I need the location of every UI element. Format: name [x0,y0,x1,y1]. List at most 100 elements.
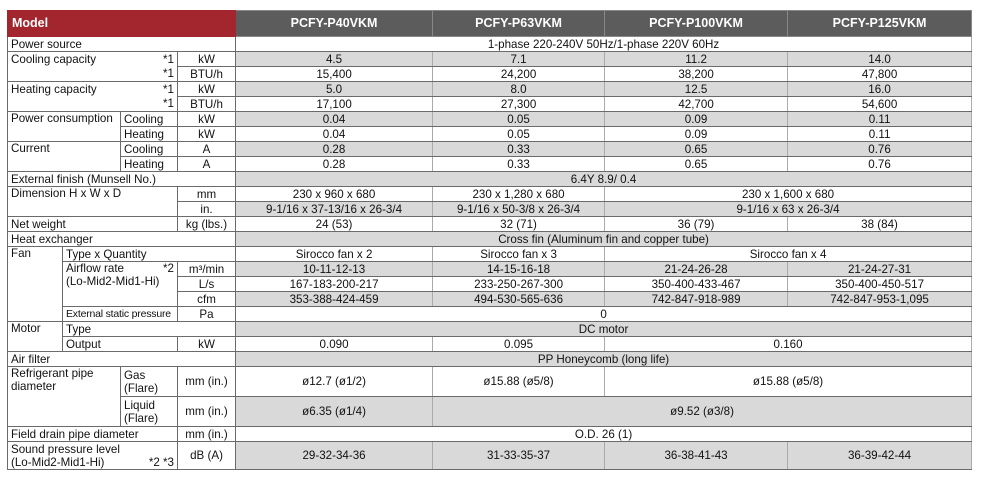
label: Sound pressure level (Lo-Mid2-Mid1-Hi) *2 … [7,441,178,470]
row-refrigerant-gas: Refrigerant pipe diameter Gas (Flare) mm… [7,366,973,427]
value: 36-38-41-43 [604,441,789,470]
value: 14.0 [787,51,973,67]
unit: cfm [176,291,237,307]
value: 5.0 [235,81,434,97]
row-current-heating: Heating A 0.28 0.33 0.65 0.76 [8,156,973,172]
unit: m³/min [176,261,237,277]
row-heating-btu: *1 BTU/h 17,100 27,300 42,700 54,600 [7,96,973,112]
row-power-cooling: Power consumption Cooling kW 0.04 0.05 0… [7,111,973,142]
label: Air filter [6,351,237,367]
row-net-weight: Net weight kg (lbs.) 24 (53) 32 (71) 36 … [7,216,973,232]
row-dimension-in: in. 9-1/16 x 37-13/16 x 26-3/4 9-1/16 x … [8,201,973,217]
value: 0.76 [787,156,973,172]
value: 230 x 1,280 x 680 [432,186,606,202]
value: ø15.88 (ø5/8) [432,366,606,397]
row-dimension-mm: Dimension H x W x D mm 230 x 960 x 680 2… [7,186,973,217]
value: 0.160 [604,336,973,352]
value: 350-400-433-467 [604,276,789,292]
spec-table: Model PCFY-P40VKM PCFY-P63VKM PCFY-P100V… [6,10,973,470]
value: 0.09 [604,111,789,127]
label: Heat exchanger [6,231,237,247]
unit: kW [176,126,237,142]
value: ø15.88 (ø5/8) [604,366,973,397]
value: 47,800 [787,66,973,82]
label: Motor [7,321,63,352]
row-external-finish: External finish (Munsell No.) 6.4Y 8.9/ … [6,171,973,187]
unit: kW [176,336,237,352]
row-power-source: Power source 1-phase 220-240V 50Hz/1-pha… [6,36,973,52]
unit: mm (in.) [176,396,237,427]
sublabel: Heating [120,126,178,142]
value: 1-phase 220-240V 50Hz/1-phase 220V 60Hz [235,36,973,52]
unit: mm (in.) [176,426,237,442]
row-airflow-cfm: cfm 353-388-424-459 494-530-565-636 742-… [8,291,973,307]
value: 350-400-450-517 [787,276,973,292]
value: O.D. 26 (1) [235,426,973,442]
value: 0.04 [235,111,434,127]
label: Power consumption [7,111,121,142]
value: 0.28 [235,156,434,172]
value: 16.0 [787,81,973,97]
sublabel: Gas (Flare) [120,366,178,397]
value: 0.28 [235,141,434,157]
value: 36 (79) [604,216,789,232]
label: Field drain pipe diameter [7,426,178,442]
value: 167-183-200-217 [235,276,434,292]
unit: L/s [176,276,237,292]
row-current-cooling: Current Cooling A 0.28 0.33 0.65 0.76 [7,141,973,172]
row-motor-output: Output kW 0.090 0.095 0.160 [8,336,973,352]
value: Sirocco fan x 2 [235,246,434,262]
value: 742-847-953-1,095 [787,291,973,307]
value: 4.5 [235,51,434,67]
sublabel: Liquid (Flare) [120,396,178,427]
label: Refrigerant pipe diameter [7,366,121,427]
sublabel: Cooling [120,141,178,157]
row-fan-type: Fan Type x Quantity Sirocco fan x 2 Siro… [7,246,973,322]
model-label: Model [6,10,237,37]
value: 0.09 [604,126,789,142]
value: 233-250-267-300 [432,276,606,292]
value: 0.090 [235,336,434,352]
label: Current [7,141,121,172]
label: Fan [7,246,63,322]
value: Sirocco fan x 4 [604,246,973,262]
row-airflow-m3: Airflow rate *2 (Lo-Mid2-Mid1-Hi) m³/min 1… [8,261,973,307]
value: 42,700 [604,96,789,112]
value: 36-39-42-44 [787,441,973,470]
unit: kg (lbs.) [176,216,237,232]
label: Net weight [7,216,178,232]
value: 24,200 [432,66,606,82]
value: 24 (53) [235,216,434,232]
row-power-heating: Heating kW 0.04 0.05 0.09 0.11 [8,126,973,142]
sublabel: Type [61,321,237,337]
sublabel: Heating [120,156,178,172]
value: 15,400 [235,66,434,82]
value: 32 (71) [432,216,606,232]
model-header: PCFY-P63VKM [432,10,606,37]
value: ø6.35 (ø1/4) [235,396,434,427]
row-cooling-kw: Cooling capacity *1 kW 4.5 7.1 11.2 14.0 [7,51,973,67]
row-cooling-btu: *1 BTU/h 15,400 24,200 38,200 47,800 [7,66,973,82]
label: Dimension H x W x D [7,186,178,217]
value: DC motor [235,321,973,337]
note: *1 [7,96,178,112]
row-drain: Field drain pipe diameter mm (in.) O.D. … [7,426,973,442]
value: ø12.7 (ø1/2) [235,366,434,397]
row-heating-kw: Heating capacity *1 kW 5.0 8.0 12.5 16.0 [7,81,973,97]
unit: dB (A) [176,441,237,470]
value: 54,600 [787,96,973,112]
unit: mm (in.) [176,366,237,397]
unit: BTU/h [176,66,237,82]
value: 38 (84) [787,216,973,232]
row-air-filter: Air filter PP Honeycomb (long life) [6,351,973,367]
value: 0.05 [432,126,606,142]
unit: BTU/h [176,96,237,112]
value: 0.33 [432,141,606,157]
row-heat-exchanger: Heat exchanger Cross fin (Aluminum fin a… [6,231,973,247]
value: 12.5 [604,81,789,97]
airflow-label: Airflow rate *2 (Lo-Mid2-Mid1-Hi) [62,261,178,307]
value: Sirocco fan x 3 [432,246,606,262]
value: 230 x 960 x 680 [235,186,434,202]
value: 27,300 [432,96,606,112]
value: ø9.52 (ø3/8) [432,396,973,427]
